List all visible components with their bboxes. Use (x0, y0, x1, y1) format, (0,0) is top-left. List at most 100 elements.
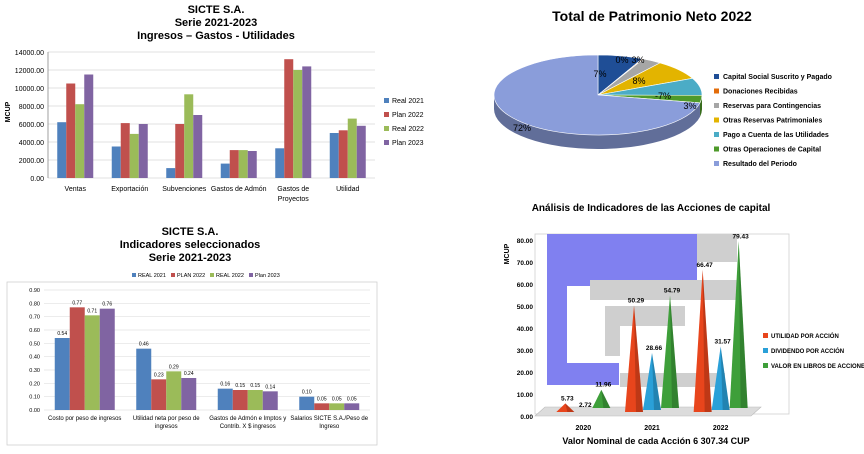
legend-swatch (714, 161, 719, 166)
chart-indicadores: SICTE S.A. Indicadores seleccionados Ser… (0, 222, 425, 449)
data-label: 2.72 (579, 402, 592, 409)
chart-ingresos-gastos-svg: SICTE S.A. Serie 2021-2023 Ingresos – Ga… (0, 0, 425, 215)
data-label: 0.15 (235, 383, 245, 389)
y-tick-label: 30.00 (517, 348, 534, 355)
x-tick-label: Exportación (111, 186, 148, 193)
legend-swatch (714, 89, 719, 94)
bar-plan-2022 (66, 84, 75, 179)
data-label: 0.05 (347, 396, 357, 402)
legend-swatch (132, 273, 136, 277)
chart-title: Análisis de Indicadores de las Acciones … (532, 203, 771, 214)
x-tick-label: Proyectos (278, 196, 310, 203)
legend-label: Pago a Cuenta de las Utilidades (723, 132, 829, 139)
x-tick-label: ingresos (155, 424, 178, 430)
legend-label: VALOR EN LIBROS DE ACCIONES (771, 364, 864, 370)
y-tick-label: 4000.00 (19, 140, 44, 147)
legend-label: UTILIDAD POR ACCIÓN (771, 332, 839, 340)
bar-real-2021 (218, 389, 233, 410)
bar-real-2022 (85, 315, 100, 410)
backdrop-block (605, 306, 620, 356)
legend-label: Otras Reservas Patrimoniales (723, 118, 822, 125)
bar-plan-2023 (248, 151, 257, 178)
legend-label: Plan 2023 (392, 140, 424, 147)
pie-slice-label: 3% (683, 101, 696, 111)
legend-swatch (384, 140, 389, 145)
bar-plan-2022 (70, 307, 85, 410)
y-tick-label: 0.40 (29, 355, 40, 361)
x-tick-label: Gastos de Admón e Imptos y (209, 416, 286, 422)
bar-plan-2022 (233, 390, 248, 410)
backdrop-block (547, 286, 567, 368)
data-label: 11.96 (595, 382, 611, 389)
y-tick-label: 0.20 (29, 381, 40, 387)
data-label: 31.57 (715, 339, 732, 346)
legend-swatch (384, 98, 389, 103)
y-tick-label: 0.00 (29, 408, 40, 414)
y-tick-label: 2000.00 (19, 158, 44, 165)
y-tick-label: 10000.00 (15, 86, 44, 93)
chart-acciones-capital: Análisis de Indicadores de las Acciones … (495, 198, 864, 449)
bar-real-2021 (299, 397, 314, 410)
legend-label: PLAN 2022 (177, 273, 205, 279)
bar-plan-2022 (151, 379, 166, 410)
chart-patrimonio-neto-svg: Total de Patrimonio Neto 2022 7%0%3%8%-7… (440, 0, 864, 200)
y-tick-label: 60.00 (517, 282, 534, 289)
x-tick-label: Utilidad (336, 186, 359, 193)
y-tick-label: 12000.00 (15, 68, 44, 75)
y-tick-label: 0.00 (30, 176, 44, 183)
bar-plan-2023 (84, 75, 93, 179)
y-tick-label: 0.70 (29, 315, 40, 321)
y-tick-label: 6000.00 (19, 122, 44, 129)
chart-title-line-2: Indicadores seleccionados (120, 239, 261, 251)
pie-slice-label: -7% (655, 91, 671, 101)
bar-plan-2023 (139, 124, 148, 178)
chart-title-line-2: Serie 2021-2023 (175, 17, 258, 29)
x-tick-label: Ventas (65, 186, 87, 193)
backdrop-block (697, 234, 737, 262)
bar-real-2021 (330, 133, 339, 178)
data-label: 5.73 (561, 395, 574, 402)
bar-plan-2023 (181, 378, 196, 410)
legend-swatch (763, 348, 768, 353)
x-tick-label: 2020 (576, 425, 592, 432)
y-tick-label: 14000.00 (15, 50, 44, 57)
bar-real-2021 (275, 148, 284, 178)
y-tick-label: 70.00 (517, 260, 534, 267)
pie-slice-label: 3% (631, 55, 644, 65)
bar-plan-2023 (193, 115, 202, 178)
y-tick-label: 80.00 (517, 238, 534, 245)
y-tick-label: 20.00 (517, 370, 534, 377)
y-axis-label: MCUP (504, 243, 511, 264)
bar-real-2022 (239, 150, 248, 178)
bar-plan-2023 (344, 403, 359, 410)
bar-real-2022 (166, 371, 181, 410)
x-tick-label: 2022 (713, 425, 729, 432)
bar-plan-2023 (302, 66, 311, 178)
bar-plan-2022 (314, 403, 329, 410)
chart-acciones-capital-svg: Análisis de Indicadores de las Acciones … (495, 198, 864, 449)
bar-real-2022 (130, 134, 139, 178)
bar-real-2021 (112, 147, 121, 179)
data-label: 0.54 (57, 331, 67, 337)
legend-swatch (210, 273, 214, 277)
pie-slice-label: 72% (513, 123, 531, 133)
y-tick-label: 0.60 (29, 328, 40, 334)
bar-real-2022 (75, 104, 84, 178)
x-tick-label: Contrib. X $ ingresos (220, 424, 276, 430)
data-label: 0.46 (139, 342, 149, 348)
x-tick-label: Gastos de (277, 186, 309, 193)
bar-plan-2022 (175, 124, 184, 178)
chart-patrimonio-neto: Total de Patrimonio Neto 2022 7%0%3%8%-7… (440, 0, 864, 200)
legend-label: Otras Operaciones de Capital (723, 147, 821, 154)
data-label: 54.79 (664, 287, 681, 294)
bar-real-2021 (136, 349, 151, 410)
legend-swatch (171, 273, 175, 277)
y-tick-label: 0.30 (29, 368, 40, 374)
legend-label: Resultado del Periodo (723, 161, 797, 168)
bar-real-2022 (329, 403, 344, 410)
y-axis-label: MCUP (5, 101, 12, 122)
pie-slice-label: 8% (632, 76, 645, 86)
legend-label: DIVIDENDO POR ACCIÓN (771, 347, 844, 355)
x-axis-label: Valor Nominal de cada Acción 6 307.34 CU… (562, 436, 749, 446)
legend-swatch (714, 132, 719, 137)
